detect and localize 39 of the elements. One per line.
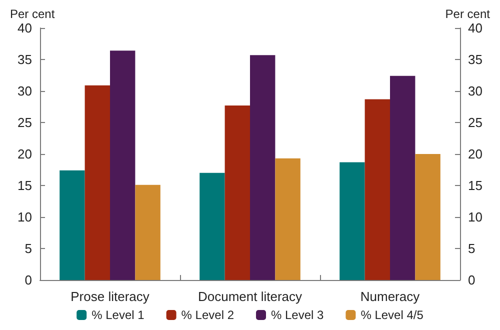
- y2-tick-label: 15: [468, 178, 482, 193]
- bar: [364, 99, 390, 280]
- bar: [135, 184, 160, 280]
- bar: [415, 154, 440, 280]
- y-tick-label: 35: [18, 52, 32, 67]
- y-tick-label: 30: [18, 84, 32, 98]
- bar: [110, 50, 136, 280]
- legend-label: % Level 2: [181, 308, 234, 322]
- legend-label: % Level 1: [92, 308, 145, 322]
- y-tick-label: 10: [18, 210, 32, 224]
- bar: [340, 162, 365, 280]
- y-tick-label: 15: [18, 178, 32, 193]
- x-tick-label: Numeracy: [360, 289, 420, 304]
- y-tick-label: 40: [18, 20, 32, 36]
- legend-label: % Level 3: [270, 308, 324, 322]
- bar: [224, 105, 250, 280]
- bar: [200, 172, 225, 280]
- x-tick-label: Prose literacy: [70, 289, 150, 304]
- bar: [60, 170, 85, 280]
- bar: [390, 76, 416, 280]
- bar: [84, 85, 110, 280]
- y2-tick-label: 35: [468, 52, 482, 67]
- y2-tick-label: 25: [468, 115, 482, 130]
- y2-tick-label: 10: [468, 210, 482, 224]
- y2-tick-label: 20: [468, 146, 482, 162]
- legend-label: % Level 4/5: [360, 308, 424, 322]
- y2-tick-label: 40: [468, 20, 482, 36]
- y-tick-label: 5: [24, 241, 32, 256]
- y2-axis-title: Per cent: [445, 7, 491, 21]
- y-axis-title: Per cent: [10, 7, 56, 21]
- y2-tick-label: 30: [468, 84, 482, 98]
- x-tick-label: Document literacy: [198, 289, 303, 304]
- bar: [275, 158, 300, 280]
- y2-tick-label: 5: [468, 241, 476, 256]
- y-tick-label: 0: [24, 272, 32, 288]
- y2-tick-label: 0: [468, 272, 476, 288]
- bar: [250, 55, 276, 280]
- y-tick-label: 25: [18, 115, 32, 130]
- y-tick-label: 20: [18, 146, 32, 162]
